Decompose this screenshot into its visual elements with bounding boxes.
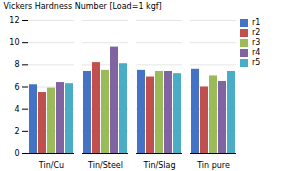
- html-text:r3: r3: [252, 38, 261, 47]
- svg-text:6: 6: [14, 83, 19, 92]
- svg-text:Tin/Slag: Tin/Slag: [143, 161, 176, 170]
- svg-text:Vickers Hardness Number [Load=: Vickers Hardness Number [Load=1 kgf]: [4, 2, 162, 11]
- svg-text:4: 4: [14, 105, 19, 114]
- svg-text:Tin pure: Tin pure: [196, 161, 230, 170]
- html-text:r1: r1: [252, 18, 261, 27]
- svg-text:10: 10: [9, 38, 19, 47]
- html-text:r2: r2: [252, 28, 261, 37]
- svg-text:2: 2: [14, 127, 19, 136]
- svg-text:Tin/Cu: Tin/Cu: [38, 161, 64, 170]
- svg-text:8: 8: [14, 60, 19, 69]
- svg-text:0: 0: [14, 149, 19, 158]
- html-text:r4: r4: [252, 48, 261, 57]
- html-text:r5: r5: [252, 58, 261, 67]
- svg-text:12: 12: [9, 16, 19, 25]
- svg-text:Tin/Steel: Tin/Steel: [87, 161, 123, 170]
